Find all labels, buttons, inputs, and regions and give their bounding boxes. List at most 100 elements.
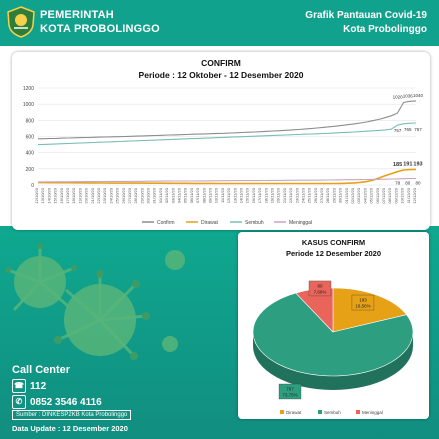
legend-label: Sembuh — [245, 220, 264, 226]
x-tick-label: 30/11/20 — [338, 187, 343, 203]
x-tick-label: 20/10/20 — [84, 187, 89, 203]
data-label: 1040 — [413, 93, 424, 98]
x-tick-label: 06/12/20 — [375, 187, 380, 203]
series-line-confirm — [37, 100, 417, 140]
data-label: 767 — [414, 127, 422, 132]
x-tick-label: 13/11/20 — [232, 187, 237, 203]
y-tick-label: 1200 — [23, 86, 34, 92]
org-name-line1: PEMERINTAH — [40, 9, 114, 21]
x-tick-label: 09/12/20 — [393, 187, 398, 203]
x-tick-label: 07/11/20 — [195, 187, 200, 203]
city-emblem-icon — [7, 6, 35, 38]
x-tick-label: 04/12/20 — [362, 187, 367, 203]
pie-chart-title: KASUS CONFIRM — [301, 238, 366, 247]
y-tick-label: 1000 — [23, 102, 34, 108]
x-tick-label: 08/11/20 — [201, 187, 206, 203]
x-tick-label: 23/11/20 — [294, 187, 299, 203]
series-line-dirawat — [38, 168, 417, 185]
x-tick-label: 22/10/20 — [96, 187, 101, 203]
data-label: 80 — [405, 181, 411, 186]
x-tick-label: 26/10/20 — [121, 187, 126, 203]
data-label: 193 — [413, 161, 422, 167]
x-tick-label: 01/12/20 — [344, 187, 349, 203]
pie-percent-label: 18,56% — [355, 304, 370, 309]
call-center-heading: Call Center — [12, 364, 71, 376]
x-tick-label: 12/10/20 — [34, 187, 39, 203]
data-label: 757 — [394, 128, 402, 133]
x-tick-label: 18/11/20 — [263, 187, 268, 203]
x-tick-label: 06/11/20 — [189, 187, 194, 203]
x-tick-label: 31/10/20 — [152, 187, 157, 203]
x-tick-label: 03/12/20 — [356, 187, 361, 203]
y-tick-label: 0 — [31, 183, 34, 189]
line-chart-panel: CONFIRM Periode : 12 Oktober - 12 Desemb… — [12, 52, 430, 230]
x-tick-label: 28/11/20 — [325, 187, 330, 203]
x-tick-label: 27/11/20 — [319, 187, 324, 203]
x-tick-label: 07/12/20 — [381, 187, 386, 203]
pie-label-box — [351, 294, 375, 311]
x-tick-label: 15/11/20 — [245, 187, 250, 203]
x-tick-label: 24/10/20 — [108, 187, 113, 203]
x-tick-label: 09/11/20 — [208, 187, 213, 203]
data-label: 1020 — [393, 95, 404, 100]
x-tick-label: 01/11/20 — [158, 187, 163, 203]
x-tick-label: 12/12/20 — [412, 187, 417, 203]
x-tick-label: 20/11/20 — [276, 187, 281, 203]
legend-label: Meninggal — [289, 220, 312, 226]
x-tick-label: 21/11/20 — [282, 187, 287, 203]
x-tick-label: 10/12/20 — [400, 187, 405, 203]
virus-illustration-icon — [5, 243, 185, 360]
x-tick-label: 29/11/20 — [331, 187, 336, 203]
x-tick-label: 04/11/20 — [177, 187, 182, 203]
legend-label: Sembuh — [324, 410, 341, 415]
legend-swatch — [280, 410, 284, 414]
series-line-meninggal — [38, 177, 416, 183]
x-tick-label: 16/10/20 — [59, 187, 64, 203]
x-tick-label: 29/10/20 — [139, 187, 144, 203]
x-tick-label: 02/11/20 — [164, 187, 169, 203]
data-label: 78 — [395, 181, 401, 186]
pie-chart-panel: KASUS CONFIRM Periode 12 Desember 2020 1… — [238, 232, 429, 419]
pie-chart-subtitle: Periode 12 Desember 2020 — [285, 249, 382, 258]
x-tick-label: 27/10/20 — [127, 187, 132, 203]
legend-label: Dirawat — [201, 220, 219, 226]
x-tick-label: 12/11/20 — [226, 187, 231, 203]
legend-swatch — [318, 410, 322, 414]
data-label: 80 — [415, 181, 421, 186]
x-tick-label: 23/10/20 — [102, 187, 107, 203]
phone-number[interactable]: 0852 3546 4116 — [30, 396, 102, 408]
x-tick-label: 30/10/20 — [146, 187, 151, 203]
pie-value-label: 80 — [317, 283, 323, 288]
x-tick-label: 25/10/20 — [115, 187, 120, 203]
pie-slice-side — [253, 332, 413, 390]
x-tick-label: 17/11/20 — [257, 187, 262, 203]
data-label: 1036 — [403, 93, 414, 98]
pie-value-label: 193 — [359, 298, 367, 303]
line-chart-subtitle: Periode : 12 Oktober - 12 Desember 2020 — [138, 70, 304, 80]
x-tick-label: 08/12/20 — [387, 187, 392, 203]
x-tick-label: 11/12/20 — [406, 187, 411, 203]
y-tick-label: 600 — [26, 135, 35, 141]
page-title: Grafik Pantauan Covid-19 — [305, 10, 427, 21]
x-tick-label: 03/11/20 — [170, 187, 175, 203]
y-tick-label: 800 — [26, 118, 35, 124]
legend-label: Confirm — [157, 220, 175, 226]
line-chart-title: CONFIRM — [201, 58, 241, 68]
x-tick-label: 10/11/20 — [214, 187, 219, 203]
hotline-row: ☎ 112 — [12, 379, 46, 393]
x-tick-label: 21/10/20 — [90, 187, 95, 203]
x-tick-label: 14/11/20 — [238, 187, 243, 203]
data-label: 765 — [404, 127, 412, 132]
series-line-sembuh — [37, 122, 417, 146]
data-update-label: Data Update : 12 Desember 2020 — [12, 424, 128, 433]
pie-value-label: 767 — [286, 387, 294, 392]
x-tick-label: 16/11/20 — [251, 187, 256, 203]
x-tick-label: 05/11/20 — [183, 187, 188, 203]
data-label: 185 — [393, 162, 402, 168]
x-tick-label: 28/10/20 — [133, 187, 138, 203]
data-label: 191 — [403, 162, 412, 168]
hotline-number[interactable]: 112 — [30, 380, 47, 392]
pie-slice-sembuh — [252, 292, 414, 377]
source-label: Sumber : DINKESP2KB Kota Probolinggo — [12, 410, 132, 420]
